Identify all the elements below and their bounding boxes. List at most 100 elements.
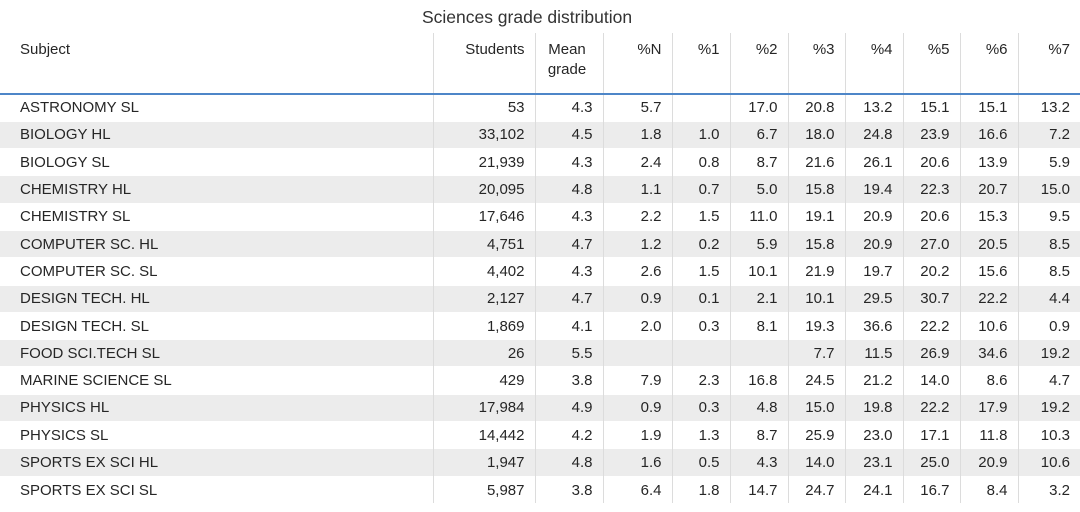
col-header-pct-n: %N <box>603 33 673 95</box>
value-cell: 19.3 <box>788 311 846 340</box>
value-cell: 14,442 <box>433 421 536 449</box>
value-cell: 17,646 <box>433 202 536 231</box>
value-cell: 4.7 <box>1018 366 1080 395</box>
table-row: SPORTS EX SCI SL 5,987 3.8 6.4 1.8 14.7 24.7 24… <box>0 475 1080 504</box>
value-cell: 15.0 <box>1018 175 1080 204</box>
value-cell: 22.2 <box>903 311 961 340</box>
subject-cell: FOOD SCI.TECH SL <box>0 339 434 367</box>
subject-cell: COMPUTER SC. SL <box>0 257 434 286</box>
value-cell: 20.6 <box>903 202 961 231</box>
subject-cell: SPORTS EX SCI SL <box>0 475 434 504</box>
value-cell: 20.8 <box>788 93 846 122</box>
value-cell: 2.6 <box>603 257 673 286</box>
value-cell: 26.1 <box>845 148 904 176</box>
value-cell: 17.0 <box>730 93 789 122</box>
value-cell: 7.2 <box>1018 120 1080 149</box>
value-cell: 5.5 <box>535 339 604 367</box>
value-cell: 10.6 <box>960 311 1019 340</box>
value-cell: 8.5 <box>1018 257 1080 286</box>
value-cell: 10.3 <box>1018 421 1080 449</box>
col-header-pct-4: %4 <box>845 33 904 95</box>
value-cell: 9.5 <box>1018 202 1080 231</box>
value-cell: 21.6 <box>788 148 846 176</box>
value-cell: 26 <box>433 339 536 367</box>
value-cell: 1,947 <box>433 448 536 477</box>
value-cell: 4.1 <box>535 311 604 340</box>
table-row: PHYSICS HL 17,984 4.9 0.9 0.3 4.8 15.0 19.8 22.2… <box>0 393 1080 422</box>
value-cell: 4.5 <box>535 120 604 149</box>
value-cell: 34.6 <box>960 339 1019 367</box>
value-cell: 21,939 <box>433 148 536 176</box>
value-cell: 15.8 <box>788 175 846 204</box>
value-cell: 1.8 <box>603 120 673 149</box>
value-cell: 4.9 <box>535 393 604 422</box>
value-cell: 7.7 <box>788 339 846 367</box>
value-cell: 13.2 <box>845 93 904 122</box>
value-cell: 33,102 <box>433 120 536 149</box>
value-cell: 5.9 <box>730 229 789 258</box>
value-cell: 5.0 <box>730 175 789 204</box>
value-cell: 1,869 <box>433 311 536 340</box>
value-cell: 24.5 <box>788 366 846 395</box>
value-cell: 0.2 <box>672 229 731 258</box>
value-cell: 14.0 <box>788 448 846 477</box>
value-cell: 5,987 <box>433 475 536 504</box>
table-row: FOOD SCI.TECH SL 26 5.5 7.7 11.5 26.9 34.6 19.2 <box>0 339 1080 367</box>
subject-cell: BIOLOGY HL <box>0 120 434 149</box>
value-cell: 10.1 <box>730 257 789 286</box>
chart-title: Sciences grade distribution <box>421 7 633 27</box>
value-cell: 8.5 <box>1018 229 1080 258</box>
value-cell: 23.1 <box>845 448 904 477</box>
value-cell: 19.1 <box>788 202 846 231</box>
value-cell: 4.3 <box>535 202 604 231</box>
value-cell: 3.8 <box>535 366 604 395</box>
value-cell: 20.9 <box>845 202 904 231</box>
value-cell: 13.9 <box>960 148 1019 176</box>
subject-cell: MARINE SCIENCE SL <box>0 366 434 395</box>
col-header-subject: Subject <box>0 33 434 95</box>
subject-cell: DESIGN TECH. HL <box>0 284 434 313</box>
value-cell: 4.8 <box>535 175 604 204</box>
value-cell: 5.9 <box>1018 148 1080 176</box>
value-cell: 2,127 <box>433 284 536 313</box>
subject-cell: CHEMISTRY SL <box>0 202 434 231</box>
value-cell: 25.0 <box>903 448 961 477</box>
value-cell: 4,751 <box>433 229 536 258</box>
col-header-pct-1: %1 <box>672 33 731 95</box>
value-cell: 1.5 <box>672 257 731 286</box>
value-cell: 0.3 <box>672 311 731 340</box>
value-cell: 2.1 <box>730 284 789 313</box>
subject-cell: DESIGN TECH. SL <box>0 311 434 340</box>
table-row: ASTRONOMY SL 53 4.3 5.7 17.0 20.8 13.2 15.1 15.1… <box>0 93 1080 122</box>
value-cell: 22.2 <box>960 284 1019 313</box>
table-row: MARINE SCIENCE SL 429 3.8 7.9 2.3 16.8 24.5 21.… <box>0 366 1080 395</box>
value-cell: 11.0 <box>730 202 789 231</box>
value-cell: 11.5 <box>845 339 904 367</box>
value-cell <box>672 339 731 367</box>
subject-cell: CHEMISTRY HL <box>0 175 434 204</box>
value-cell: 17,984 <box>433 393 536 422</box>
col-header-mean-grade: Mean grade <box>535 33 604 95</box>
value-cell: 8.7 <box>730 421 789 449</box>
value-cell: 20.2 <box>903 257 961 286</box>
value-cell: 22.2 <box>903 393 961 422</box>
value-cell: 15.6 <box>960 257 1019 286</box>
value-cell: 10.1 <box>788 284 846 313</box>
value-cell: 14.0 <box>903 366 961 395</box>
value-cell: 3.2 <box>1018 475 1080 504</box>
value-cell: 4.7 <box>535 229 604 258</box>
value-cell <box>730 339 789 367</box>
value-cell: 2.0 <box>603 311 673 340</box>
value-cell: 0.8 <box>672 148 731 176</box>
table-row: BIOLOGY SL 21,939 4.3 2.4 0.8 8.7 21.6 26.1 20.6… <box>0 148 1080 176</box>
col-header-pct-6: %6 <box>960 33 1019 95</box>
col-header-students: Students <box>433 33 536 95</box>
value-cell: 8.6 <box>960 366 1019 395</box>
value-cell: 1.8 <box>672 475 731 504</box>
table-row: DESIGN TECH. HL 2,127 4.7 0.9 0.1 2.1 10.1 29.5… <box>0 284 1080 313</box>
value-cell: 19.2 <box>1018 393 1080 422</box>
value-cell: 2.3 <box>672 366 731 395</box>
value-cell: 30.7 <box>903 284 961 313</box>
value-cell: 36.6 <box>845 311 904 340</box>
value-cell: 4.3 <box>535 148 604 176</box>
